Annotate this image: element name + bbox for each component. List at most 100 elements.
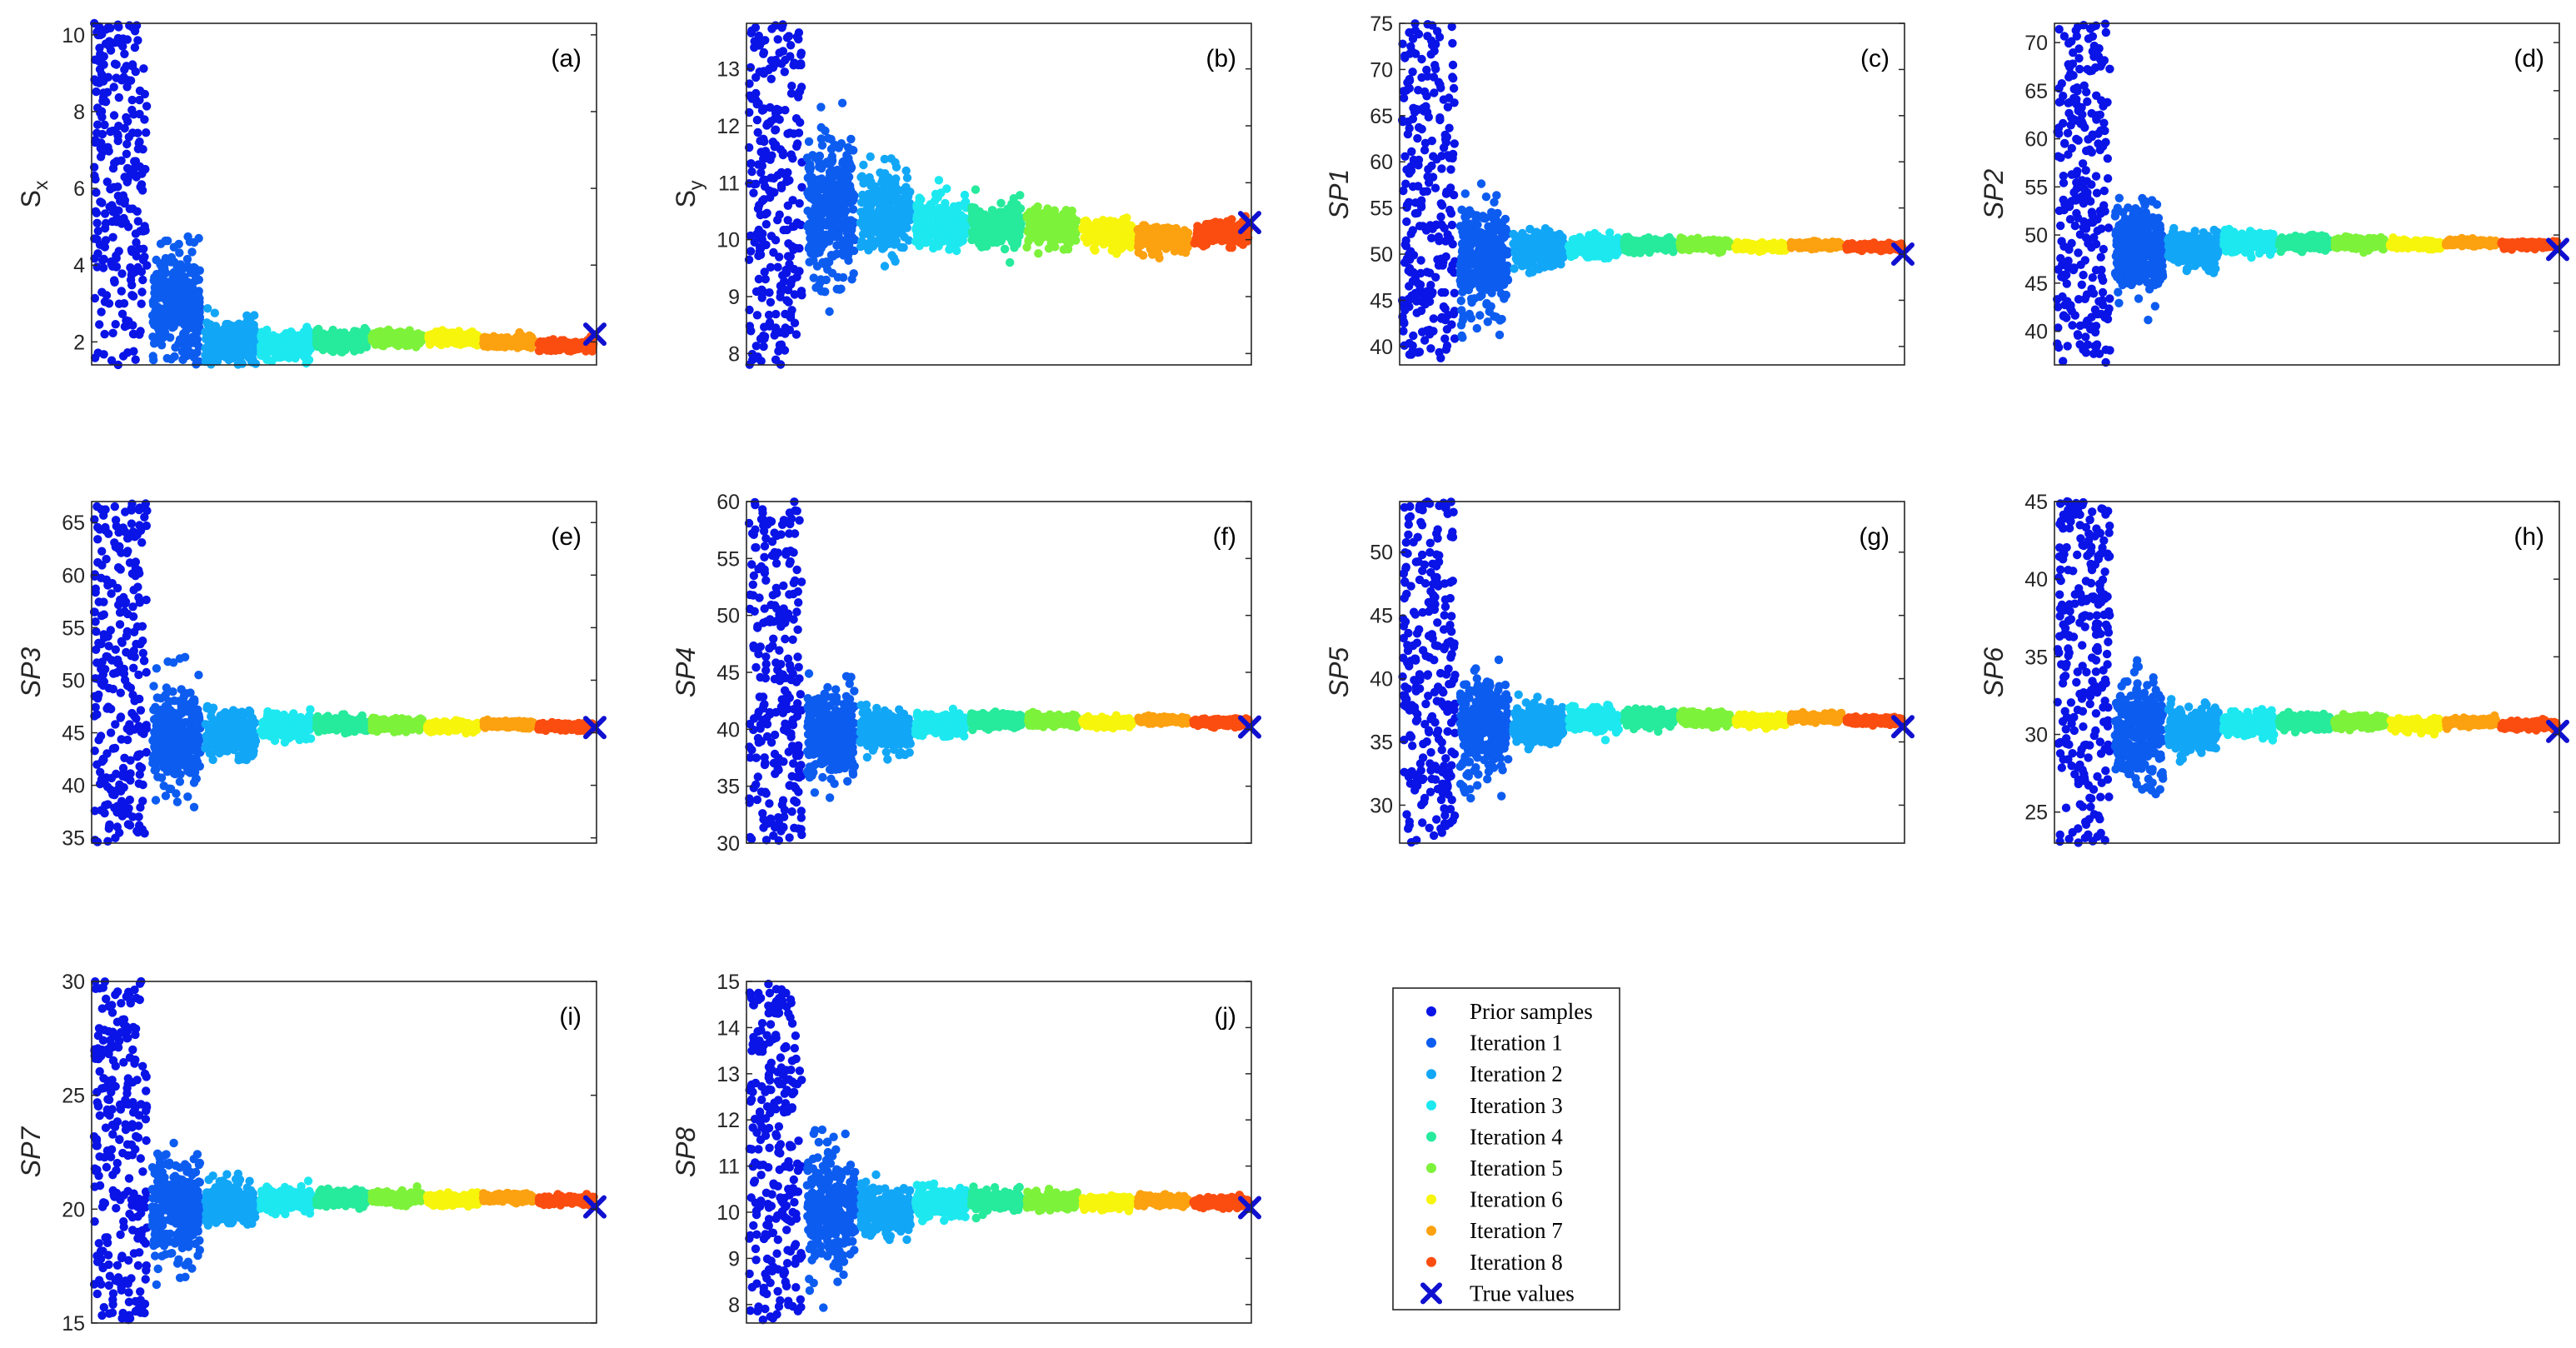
scatter-point	[99, 60, 108, 69]
scatter-point	[838, 247, 847, 257]
scatter-point	[1417, 72, 1426, 82]
scatter-point	[158, 333, 167, 342]
scatter-point	[751, 342, 761, 351]
scatter-point	[1445, 153, 1455, 162]
scatter-point	[338, 332, 348, 342]
scatter-point	[848, 205, 858, 214]
scatter-point	[112, 262, 121, 272]
scatter-point	[129, 329, 138, 339]
scatter-point	[899, 242, 908, 252]
scatter-point	[1436, 314, 1446, 323]
scatter-point	[563, 341, 572, 351]
scatter-point	[749, 188, 758, 197]
scatter-point	[117, 269, 127, 278]
scatter-point	[1049, 212, 1059, 221]
scatter-point	[112, 253, 121, 263]
scatter-point	[1476, 179, 1486, 188]
scatter-point	[781, 329, 790, 338]
scatter-point	[98, 241, 107, 251]
scatter-point	[208, 330, 218, 339]
scatter-point	[192, 287, 202, 297]
scatter-point	[791, 114, 801, 123]
scatter-point	[793, 139, 802, 148]
scatter-point	[97, 138, 106, 147]
scatter-point	[783, 286, 793, 295]
scatter-point	[137, 299, 146, 308]
scatter-point	[264, 340, 274, 349]
scatter-point	[1402, 86, 1411, 95]
scatter-point	[876, 168, 885, 177]
scatter-point	[846, 134, 856, 144]
scatter-point	[1475, 248, 1485, 258]
scatter-point	[791, 243, 800, 252]
scatter-point	[786, 310, 796, 319]
scatter-point	[892, 187, 902, 197]
scatter-point	[1437, 201, 1447, 210]
scatter-point	[1428, 172, 1438, 182]
scatter-point	[300, 337, 309, 347]
scatter-point	[100, 120, 109, 130]
scatter-point	[1411, 104, 1420, 114]
scatter-point	[1108, 237, 1117, 246]
scatter-point	[1140, 235, 1149, 245]
scatter-point	[1428, 21, 1437, 30]
scatter-point	[810, 195, 820, 204]
scatter-point	[809, 273, 818, 282]
scatter-point	[90, 55, 100, 64]
scatter-point	[1405, 255, 1415, 264]
scatter-point	[1493, 219, 1502, 228]
scatter-point	[1007, 224, 1017, 233]
scatter-point	[934, 176, 944, 185]
scatter-point	[1410, 26, 1420, 35]
scatter-point	[91, 207, 101, 216]
scatter-point	[1490, 251, 1499, 261]
scatter-point	[1403, 129, 1413, 139]
scatter-point	[746, 62, 756, 72]
scatter-point	[750, 42, 759, 52]
scatter-point	[134, 138, 143, 148]
scatter-point	[157, 341, 167, 350]
scatter-point	[754, 160, 763, 169]
scatter-point	[119, 213, 128, 223]
scatter-point	[111, 320, 120, 329]
scatter-point	[1450, 288, 1460, 297]
scatter-point	[886, 211, 895, 220]
scatter-point	[184, 340, 193, 350]
scatter-point	[956, 219, 966, 228]
scatter-point	[886, 154, 896, 163]
scatter-point	[1408, 347, 1417, 356]
scatter-point	[457, 332, 467, 341]
scatter-point	[1034, 249, 1043, 258]
scatter-point	[1475, 282, 1485, 292]
scatter-point	[828, 252, 838, 261]
scatter-point	[751, 88, 761, 98]
scatter-point	[1485, 264, 1495, 274]
scatter-point	[113, 130, 122, 139]
scatter-point	[826, 134, 836, 144]
scatter-point	[132, 252, 141, 261]
scatter-point	[1494, 241, 1503, 251]
scatter-point	[942, 227, 951, 237]
scatter-point	[1437, 287, 1446, 297]
scatter-point	[178, 355, 187, 364]
scatter-point	[996, 235, 1006, 245]
scatter-point	[328, 347, 337, 357]
scatter-point	[135, 95, 144, 105]
scatter-point	[194, 233, 203, 243]
scatter-point	[833, 142, 843, 152]
scatter-point	[766, 297, 776, 307]
scatter-point	[846, 216, 856, 226]
scatter-point	[109, 82, 118, 92]
scatter-point	[359, 339, 369, 349]
scatter-point	[185, 237, 195, 247]
scatter-point	[777, 344, 787, 353]
scatter-point	[804, 137, 814, 147]
scatter-point	[1492, 191, 1501, 200]
scatter-point	[286, 333, 295, 343]
scatter-point	[127, 60, 137, 69]
scatter-point	[1425, 268, 1435, 277]
scatter-point	[1426, 50, 1435, 59]
